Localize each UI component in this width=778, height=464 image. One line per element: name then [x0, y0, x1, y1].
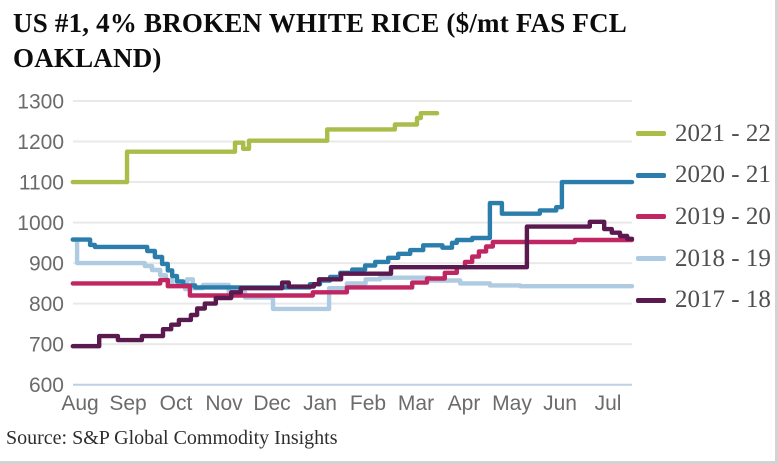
legend-swatch-icon	[636, 172, 666, 178]
legend-item-2020-21: 2020 - 21	[636, 155, 775, 197]
source-attribution: Source: S&P Global Commodity Insights	[6, 427, 338, 449]
y-tick-label-1000: 1000	[17, 212, 64, 235]
legend-item-2019-20: 2019 - 20	[636, 196, 775, 238]
x-tick-label-oct: Oct	[160, 392, 193, 415]
x-tick-label-may: May	[492, 392, 532, 415]
title-line-1: US #1, 4% BROKEN WHITE RICE ($/mt FAS FC…	[13, 8, 628, 38]
x-tick-label-nov: Nov	[205, 392, 243, 415]
y-tick-label-1300: 1300	[17, 90, 64, 113]
legend-label: 2020 - 21	[675, 161, 771, 189]
x-tick-label-mar: Mar	[398, 392, 434, 415]
y-tick-label-1100: 1100	[19, 172, 64, 195]
series-line-2021-22	[70, 111, 440, 185]
page-title: US #1, 4% BROKEN WHITE RICE ($/mt FAS FC…	[13, 6, 713, 76]
y-tick-label-1200: 1200	[17, 131, 64, 154]
series-line-2017-18	[70, 219, 635, 349]
y-tick-label-900: 900	[29, 253, 64, 276]
legend-item-2018-19: 2018 - 19	[636, 238, 775, 280]
series-line-2019-20	[70, 237, 635, 298]
x-tick-label-jun: Jun	[543, 392, 577, 415]
x-tick-label-jan: Jan	[303, 392, 337, 415]
y-axis-labels: 600 700 800 900 1000 1100 1200 1300	[17, 90, 64, 397]
legend-label: 2017 - 18	[675, 286, 771, 314]
title-line-2: OAKLAND)	[13, 43, 162, 73]
y-tick-label-700: 700	[29, 334, 64, 357]
series-line-2020-21	[70, 179, 635, 290]
x-axis-labels: Aug Sep Oct Nov Dec Jan Feb Mar Apr May Jun Jul	[61, 392, 621, 415]
x-tick-label-sep: Sep	[109, 392, 146, 415]
legend-label: 2019 - 20	[675, 202, 771, 230]
legend-swatch-icon	[636, 297, 666, 303]
x-tick-label-dec: Dec	[253, 392, 290, 415]
legend-swatch-icon	[636, 256, 666, 262]
x-tick-label-feb: Feb	[350, 392, 386, 415]
legend-item-2021-22: 2021 - 22	[636, 113, 775, 155]
y-tick-label-600: 600	[29, 374, 64, 397]
x-tick-label-apr: Apr	[448, 392, 481, 415]
legend-swatch-icon	[636, 131, 666, 137]
y-tick-label-800: 800	[29, 293, 64, 316]
legend-label: 2021 - 22	[675, 119, 771, 147]
legend-swatch-icon	[636, 214, 666, 220]
x-tick-label-jul: Jul	[595, 392, 622, 415]
chart-legend: 2021 - 22 2020 - 21 2019 - 20 2018 - 19 2017…	[636, 113, 775, 321]
legend-item-2017-18: 2017 - 18	[636, 279, 775, 321]
x-tick-label-aug: Aug	[61, 392, 98, 415]
gridlines	[73, 99, 632, 386]
legend-label: 2018 - 19	[675, 244, 771, 272]
